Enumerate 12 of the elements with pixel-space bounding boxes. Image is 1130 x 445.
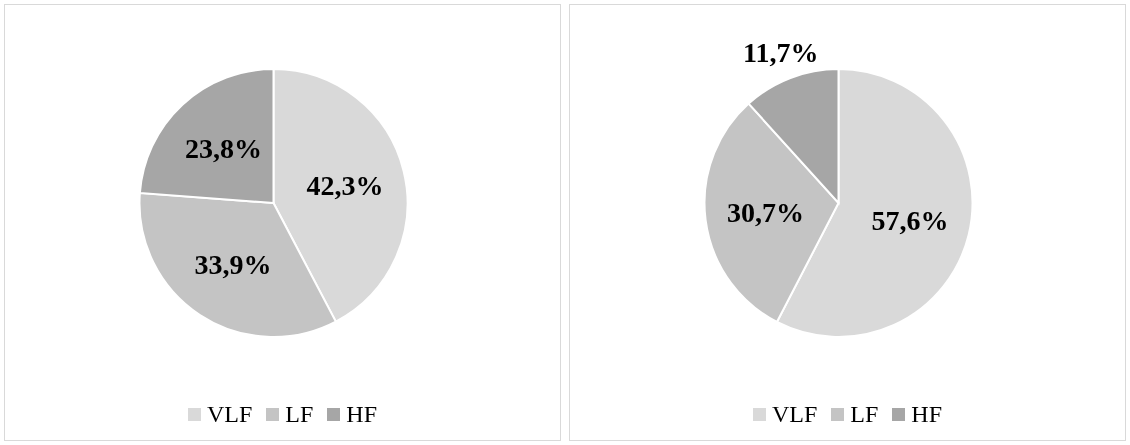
legend-label: VLF: [770, 401, 818, 428]
data-label: 57,6%: [871, 204, 949, 236]
data-label: 23,8%: [184, 133, 262, 165]
data-label: 33,9%: [194, 249, 272, 281]
legend-label: LF: [284, 401, 314, 428]
data-label: 30,7%: [726, 196, 804, 228]
legend-label: LF: [849, 401, 879, 428]
legend-label: VLF: [205, 401, 253, 428]
legend-label: HF: [345, 401, 378, 428]
data-label: 42,3%: [306, 169, 384, 201]
legend-label: HF: [910, 401, 943, 428]
data-label: 11,7%: [742, 37, 819, 69]
